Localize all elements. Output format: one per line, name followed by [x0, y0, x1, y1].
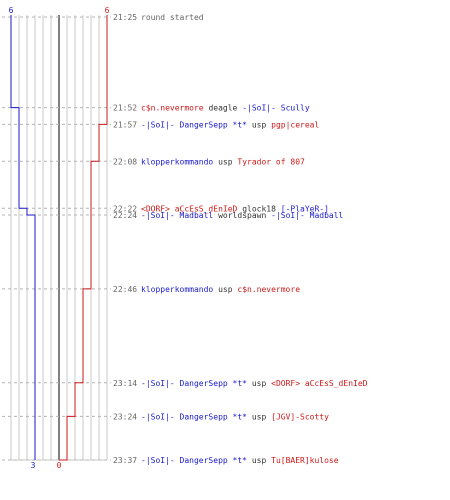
chart-grid	[10, 15, 108, 461]
event-weapon: usp	[252, 456, 267, 465]
team-count-lines	[10, 15, 108, 461]
event-weapon: glock18	[242, 204, 276, 213]
event-victim: [-PlaYeR-]	[281, 204, 329, 213]
event-victim: pgp|cereal	[271, 120, 319, 129]
event-guides	[2, 16, 111, 461]
event-weapon: usp	[252, 120, 267, 129]
red-start-count: 6	[105, 6, 110, 15]
event-time: 21:57	[113, 120, 137, 129]
event-time: 23:24	[113, 412, 137, 421]
event-log: 21:25 round started 21:52 c$n.nevermore deag…	[113, 13, 368, 465]
event-weapon: worldspawn	[218, 211, 266, 220]
event-weapon: usp	[252, 412, 267, 421]
event-time: 21:52	[113, 104, 137, 113]
event-time: 22:08	[113, 157, 137, 166]
blue-end-count: 3	[31, 461, 36, 470]
event-time: 22:22	[113, 204, 137, 213]
event-time: 22:24	[113, 211, 137, 220]
event-killer: -|SoI|- Madball	[141, 211, 213, 220]
event-victim: -|SoI|- Madball	[271, 211, 343, 220]
event-killer: <DORF> aCcEsS_dEnIeD	[141, 204, 238, 213]
event-time: 23:37	[113, 456, 137, 465]
event-message: round started	[141, 13, 204, 22]
event-time: 22:46	[113, 285, 137, 294]
event-killer: -|SoI|- DangerSepp *t*	[141, 456, 247, 465]
event-killer: -|SoI|- DangerSepp *t*	[141, 379, 247, 388]
red-end-count: 0	[57, 461, 62, 470]
blue-team-alive-line	[10, 15, 36, 460]
event-victim: <DORF> aCcEsS_dEnIeD	[271, 379, 368, 388]
event-victim: -|SoI|- Scully	[242, 104, 310, 113]
event-victim: Tyrador of 807	[237, 157, 305, 166]
event-weapon: usp	[252, 379, 267, 388]
red-team-alive-line	[59, 15, 108, 461]
event-weapon: usp	[218, 285, 233, 294]
blue-start-count: 6	[9, 6, 14, 15]
event-killer: klopperkommando	[141, 285, 213, 294]
event-killer: c$n.nevermore	[141, 104, 204, 113]
chart-labels: 6 6 3 0	[9, 6, 110, 470]
event-time: 21:25	[113, 13, 137, 22]
event-killer: -|SoI|- DangerSepp *t*	[141, 412, 247, 421]
event-victim: [JGV]-Scotty	[271, 412, 329, 421]
event-killer: -|SoI|- DangerSepp *t*	[141, 120, 247, 129]
event-victim: c$n.nevermore	[237, 285, 300, 294]
event-killer: klopperkommando	[141, 157, 213, 166]
event-weapon: deagle	[208, 104, 237, 113]
event-time: 23:14	[113, 379, 137, 388]
event-victim: Tu[BAER]kulose	[271, 456, 339, 465]
event-weapon: usp	[218, 157, 233, 166]
